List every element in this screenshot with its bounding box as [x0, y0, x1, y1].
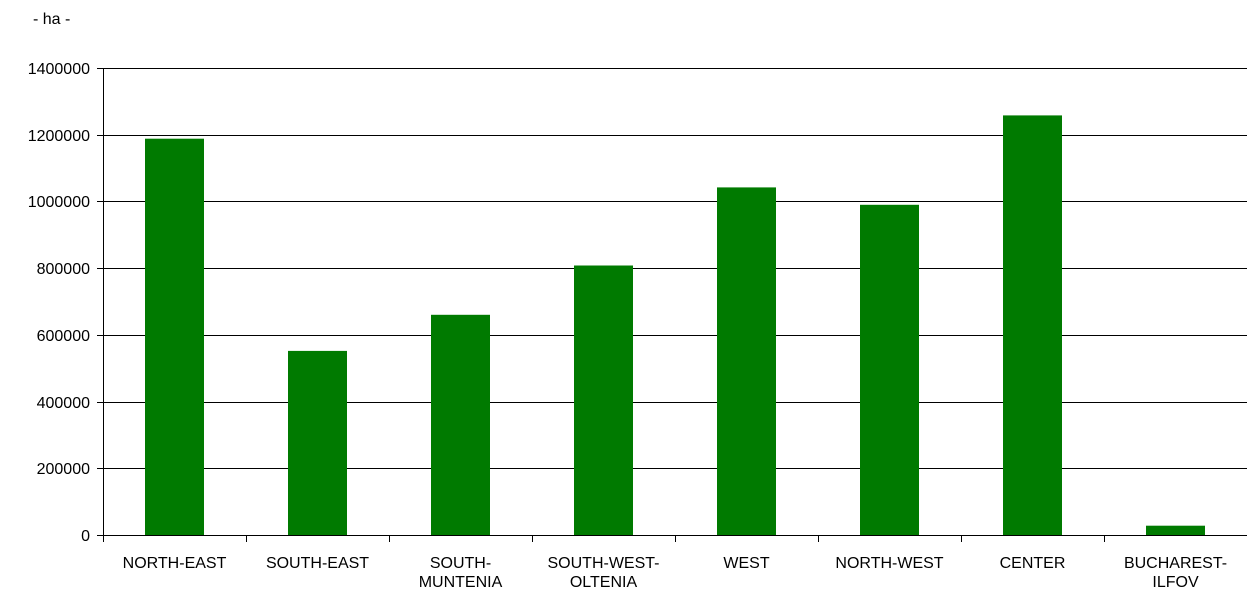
bar	[1003, 115, 1062, 536]
bar	[288, 350, 347, 535]
x-category-label: SOUTH-WEST-OLTENIA	[548, 555, 660, 591]
x-category-label: WEST	[723, 555, 769, 572]
bar	[717, 187, 776, 535]
x-category-label: CENTER	[1000, 555, 1066, 572]
x-category-label: NORTH-WEST	[835, 555, 943, 572]
x-category-label: NORTH-EAST	[123, 555, 227, 572]
bar	[1146, 525, 1205, 535]
y-tick-label: 0	[81, 528, 90, 545]
x-category-label: BUCHAREST-ILFOV	[1124, 555, 1227, 591]
x-category-label: SOUTH-EAST	[266, 555, 369, 572]
y-tick-label: 1400000	[28, 61, 90, 78]
bar	[574, 265, 633, 535]
y-tick-label: 200000	[37, 461, 90, 478]
bar	[145, 138, 204, 535]
y-tick-label: 1200000	[28, 128, 90, 145]
bar	[431, 314, 490, 535]
y-tick-label: 600000	[37, 328, 90, 345]
x-category-label: SOUTH-MUNTENIA	[419, 555, 503, 591]
x-category-labels: NORTH-EAST SOUTH-EAST SOUTH-MUNTENIA SOUTH-…	[123, 555, 1227, 591]
y-tick-label: 800000	[37, 261, 90, 278]
bars	[145, 115, 1205, 536]
y-tick-label: 1000000	[28, 194, 90, 211]
y-axis-unit-label: - ha -	[33, 11, 70, 28]
y-tick-label: 400000	[37, 395, 90, 412]
y-tick-labels: 0 200000 400000 600000 800000 1000000 1200000 1…	[28, 61, 90, 545]
axes	[97, 68, 1247, 542]
bar	[860, 204, 919, 536]
gridlines	[103, 68, 1247, 469]
